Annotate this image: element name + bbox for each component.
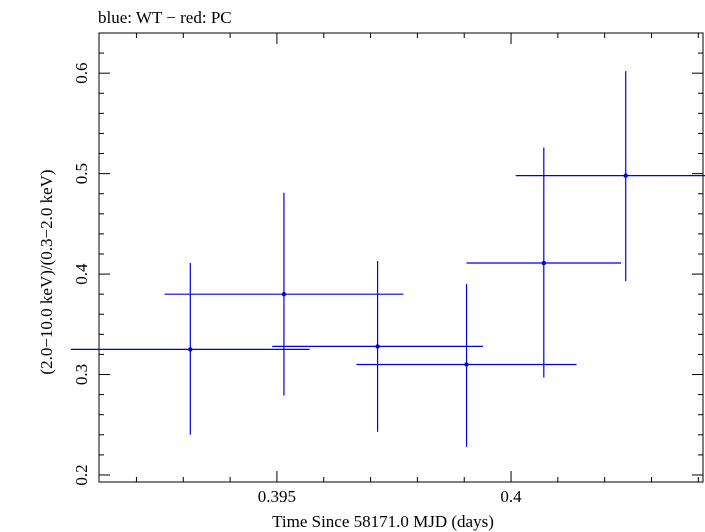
y-tick-label: 0.3 [72,364,91,385]
y-tick-label: 0.5 [72,163,91,184]
data-point [375,344,380,349]
y-tick-label: 0.6 [72,63,91,84]
y-tick-label: 0.4 [72,263,91,285]
x-tick-label: 0.395 [258,487,296,506]
plot-frame [98,32,704,483]
data-point [188,347,193,352]
data-point [623,173,628,178]
data-series [70,71,705,447]
data-point [464,362,469,367]
data-point [281,291,287,297]
data-point [541,260,547,266]
x-tick-label: 0.4 [500,487,522,506]
axes: 0.395 0.4 0.2 0.3 0.4 0.5 0.6 [72,32,704,506]
x-axis-label: Time Since 58171.0 MJD (days) [272,512,494,531]
chart-title: blue: WT − red: PC [98,8,232,27]
y-axis-label: (2.0−10.0 keV)/(0.3−2.0 keV) [37,169,56,374]
y-tick-label: 0.2 [72,464,91,485]
